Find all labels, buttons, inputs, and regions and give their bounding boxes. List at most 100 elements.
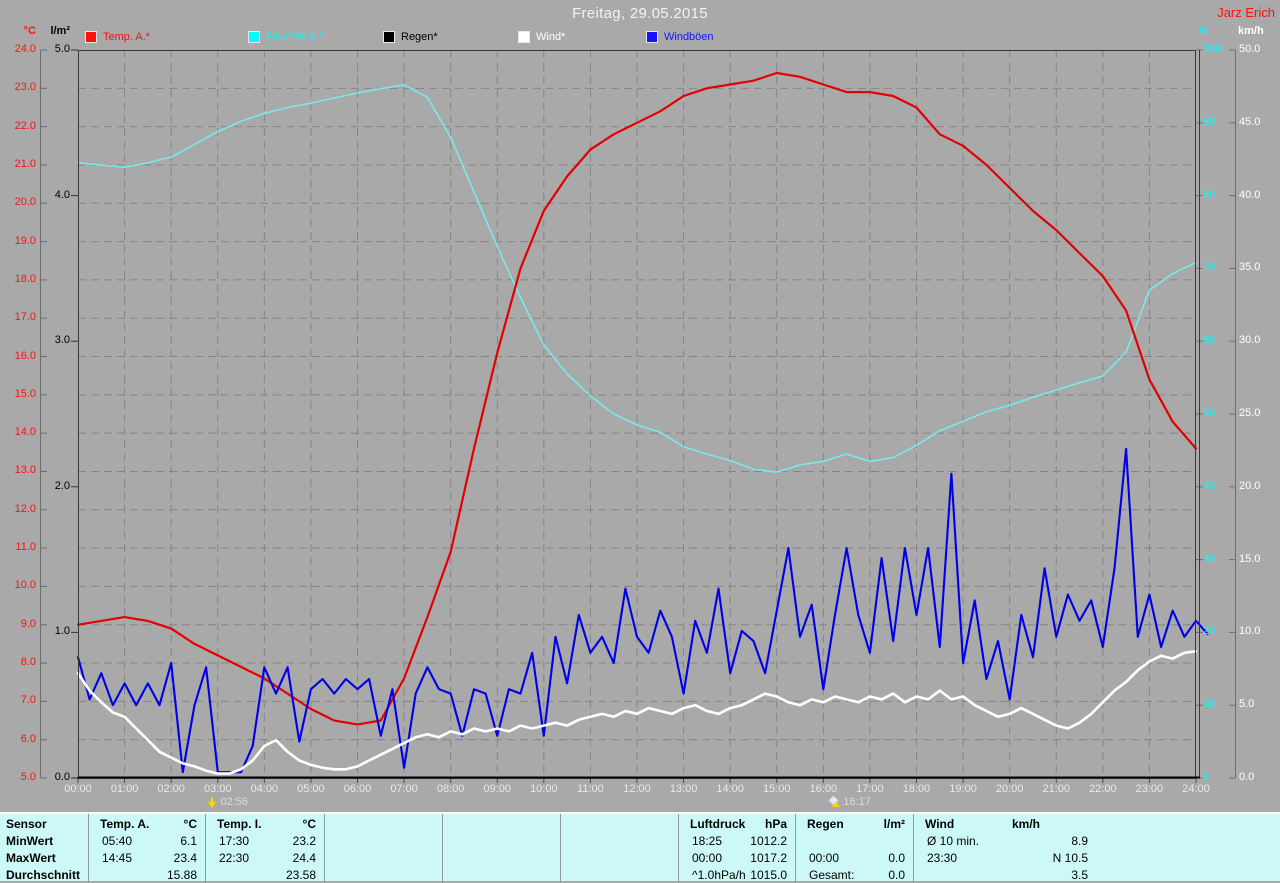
temp-tick-label: 7.0 <box>20 694 36 707</box>
plot-frame <box>78 50 1200 779</box>
time-tick-label: 13:00 <box>669 783 698 795</box>
temp-axis-unit: °C <box>23 25 36 37</box>
stat-value: 23.58 <box>285 868 316 882</box>
table-divider <box>678 814 679 883</box>
rain-tick-label: 3.0 <box>54 334 70 347</box>
sensor-unit: °C <box>183 817 197 831</box>
stat-time: 14:45 <box>102 851 133 865</box>
stat-time: 22:30 <box>219 851 250 865</box>
stat-value: 15.88 <box>166 868 197 882</box>
temp-tick-label: 17.0 <box>14 311 36 324</box>
stat-value: 23.2 <box>292 834 316 848</box>
time-tick-label: 07:00 <box>390 783 418 795</box>
legend-label: Feuchte A.* <box>266 31 323 43</box>
stat-value: 23.4 <box>173 851 197 865</box>
legend-label: Windböen <box>664 31 714 43</box>
legend-swatch-icon <box>518 31 530 43</box>
stat-value: 0.0 <box>888 868 905 882</box>
time-tick-label: 04:00 <box>250 783 279 795</box>
stat-time: 00:00 <box>692 851 723 865</box>
sensor-name: Regen <box>807 817 844 831</box>
table-divider <box>88 814 89 883</box>
time-tick-label: 03:00 <box>203 783 232 795</box>
humidity-tick-label: 60 <box>1203 334 1216 347</box>
sensor-unit: km/h <box>1011 817 1040 831</box>
event-marker-min: 02:56 <box>207 796 248 808</box>
stat-value: N 10.5 <box>1052 851 1088 865</box>
table-divider <box>913 814 914 883</box>
wind-tick-label: 50.0 <box>1239 43 1261 55</box>
stat-row-label: MaxWert <box>6 851 56 865</box>
stat-value: 6.1 <box>180 834 197 848</box>
temp-tick-label: 15.0 <box>14 387 36 400</box>
humidity-tick-label: 80 <box>1203 188 1216 201</box>
rain-axis-unit: l/m² <box>50 25 70 37</box>
temp-tick-label: 18.0 <box>14 272 36 285</box>
time-tick-label: 02:00 <box>157 783 185 795</box>
humidity-tick-label: 50 <box>1203 407 1216 419</box>
time-tick-label: 17:00 <box>856 783 884 795</box>
gridlines <box>78 50 1196 778</box>
table-divider <box>324 814 325 883</box>
stat-time: 18:25 <box>692 834 723 848</box>
time-tick-label: 05:00 <box>297 783 325 795</box>
humidity-tick-label: 40 <box>1203 479 1216 492</box>
time-tick-label: 14:00 <box>716 783 744 795</box>
temp-tick-label: 13.0 <box>14 464 36 477</box>
humidity-tick-label: 90 <box>1203 115 1216 128</box>
legend-swatch-icon <box>646 31 658 43</box>
rain-tick-label: 5.0 <box>54 43 70 55</box>
time-tick-label: 06:00 <box>343 783 372 795</box>
stat-value: 3.5 <box>1071 868 1088 882</box>
time-tick-label: 08:00 <box>436 783 465 795</box>
stat-row-label: Sensor <box>6 817 47 831</box>
sensor-unit: °C <box>302 817 316 831</box>
temp-tick-label: 19.0 <box>14 234 36 247</box>
temp-tick-label: 24.0 <box>14 43 36 55</box>
sensor-unit: l/m² <box>883 817 905 831</box>
humidity-tick-label: 30 <box>1203 552 1216 565</box>
sensor-unit: hPa <box>764 817 787 831</box>
series-line-feuchte-a- <box>77 84 1197 474</box>
series-line-temp-a- <box>76 71 1198 726</box>
rise-icon <box>828 795 841 808</box>
weather-chart-plot[interactable] <box>0 0 1280 812</box>
time-tick-label: 24:00 <box>1182 783 1210 795</box>
wind-tick-label: 25.0 <box>1239 407 1261 419</box>
rain-tick-label: 4.0 <box>54 188 70 201</box>
stat-value: 1017.2 <box>750 851 787 865</box>
wind-tick-label: 0.0 <box>1239 771 1255 783</box>
time-tick-label: 10:00 <box>530 783 558 795</box>
user-name: Jarz Erich <box>1217 5 1275 20</box>
legend-label: Temp. A.* <box>103 31 151 43</box>
humidity-tick-label: 70 <box>1203 261 1216 274</box>
rain-tick-label: 1.0 <box>54 625 70 638</box>
stat-time: 17:30 <box>219 834 250 848</box>
legend-swatch-icon <box>383 31 395 43</box>
sensor-name: Temp. I. <box>217 817 262 831</box>
rain-tick-label: 2.0 <box>54 479 70 492</box>
stat-value: 24.4 <box>292 851 316 865</box>
rain-tick-label: 0.0 <box>54 771 70 783</box>
temp-tick-label: 16.0 <box>14 349 36 362</box>
time-tick-label: 15:00 <box>762 783 791 795</box>
event-marker-time: 16:17 <box>843 796 871 808</box>
stat-value: 0.0 <box>888 851 905 865</box>
legend-label: Wind* <box>536 31 566 43</box>
event-marker-rise: 16:17 <box>828 795 871 808</box>
temp-tick-label: 22.0 <box>14 119 36 132</box>
temp-tick-label: 12.0 <box>14 502 36 515</box>
time-tick-label: 01:00 <box>110 783 139 795</box>
stat-time: 05:40 <box>102 834 133 848</box>
temp-tick-label: 11.0 <box>15 541 36 554</box>
wind-tick-label: 30.0 <box>1239 334 1261 347</box>
time-tick-label: 11:00 <box>577 783 604 795</box>
time-tick-label: 18:00 <box>902 783 931 795</box>
temp-tick-label: 9.0 <box>20 617 36 630</box>
sensor-name: Luftdruck <box>690 817 746 831</box>
sensor-name: Temp. A. <box>100 817 150 831</box>
humidity-tick-label: 100 <box>1203 43 1222 55</box>
temp-tick-label: 8.0 <box>20 656 36 669</box>
yellow-down-arrow-icon <box>207 796 217 808</box>
time-tick-label: 23:00 <box>1135 783 1164 795</box>
